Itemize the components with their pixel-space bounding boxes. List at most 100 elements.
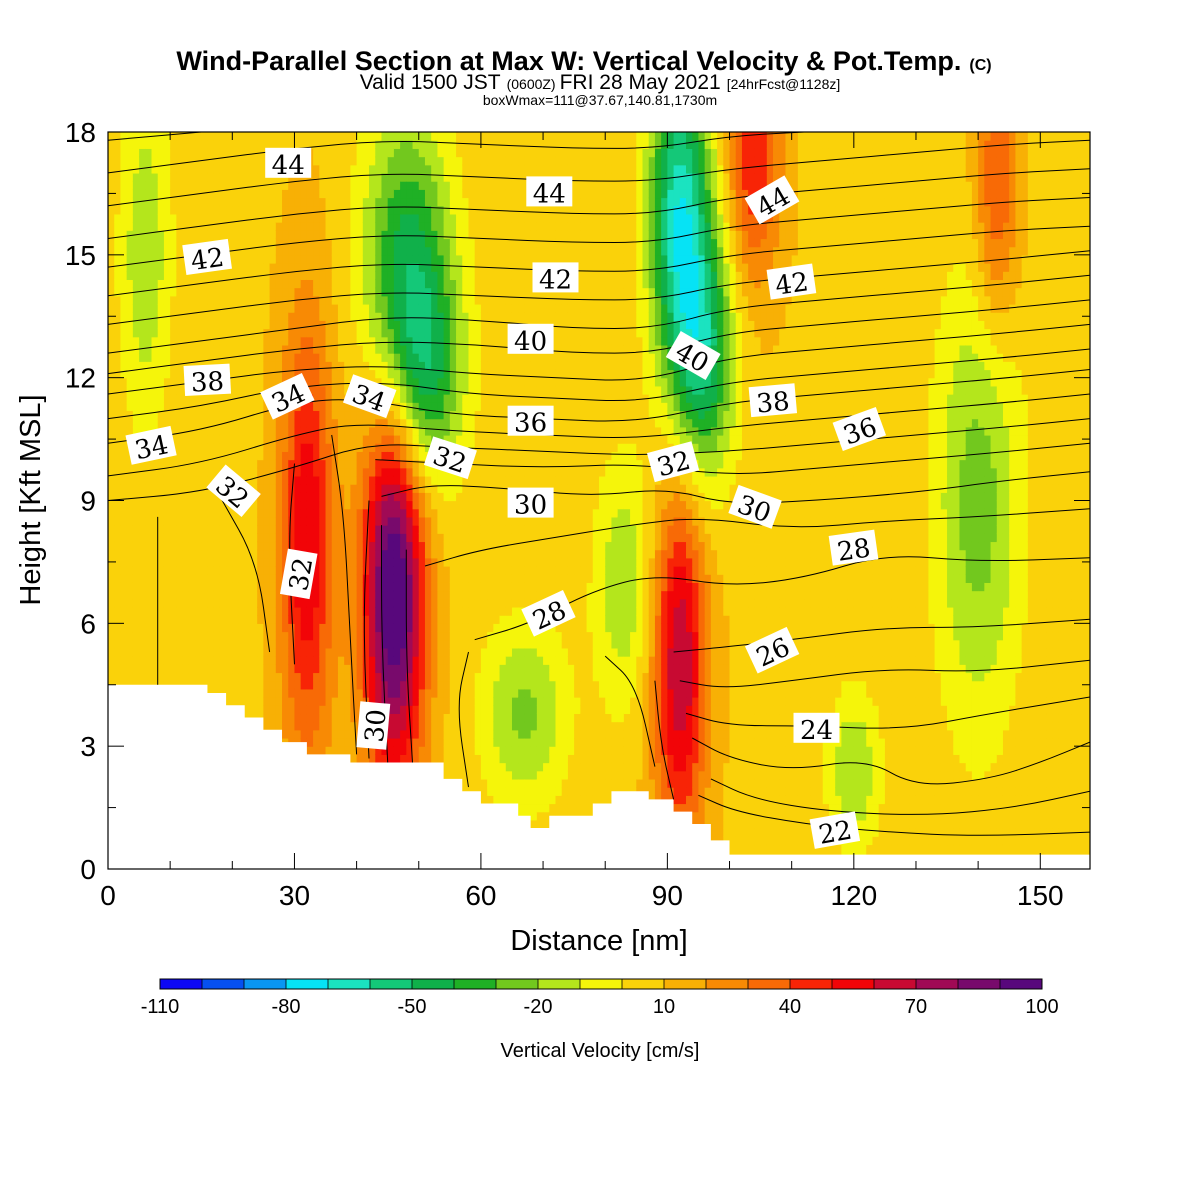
heatmap-cell <box>331 541 339 551</box>
heatmap-cell <box>176 566 184 575</box>
heatmap-cell <box>201 656 209 665</box>
heatmap-cell <box>431 492 439 502</box>
heatmap-cell <box>151 254 159 264</box>
heatmap-cell <box>393 426 401 436</box>
heatmap-cell <box>145 606 153 616</box>
heatmap-cell <box>269 213 277 223</box>
heatmap-cell <box>157 574 165 583</box>
heatmap-cell <box>381 533 389 543</box>
heatmap-cell <box>369 434 376 444</box>
heatmap-cell <box>418 647 426 657</box>
heatmap-cell <box>244 680 252 690</box>
heatmap-cell <box>369 287 376 297</box>
heatmap-cell <box>288 328 296 338</box>
heatmap-cell <box>263 336 271 346</box>
heatmap-cell <box>163 533 171 543</box>
heatmap-cell <box>176 279 184 289</box>
heatmap-cell <box>232 336 240 346</box>
heatmap-cell <box>238 525 246 534</box>
heatmap-cell <box>226 566 233 575</box>
heatmap-cell <box>163 459 171 469</box>
heatmap-cell <box>362 525 370 534</box>
heatmap-cell <box>275 418 283 428</box>
heatmap-cell <box>331 467 339 477</box>
heatmap-cell <box>257 410 264 420</box>
heatmap-cell <box>250 140 258 149</box>
heatmap-cell <box>412 402 420 412</box>
heatmap-cell <box>381 475 389 485</box>
heatmap-cell <box>108 172 115 182</box>
heatmap-cell <box>157 312 165 321</box>
heatmap-cell <box>387 156 395 166</box>
heatmap-cell <box>188 222 196 231</box>
heatmap-cell <box>238 566 246 575</box>
heatmap-cell <box>319 566 327 575</box>
heatmap-cell <box>294 459 302 469</box>
heatmap-cell <box>387 697 395 706</box>
heatmap-cell <box>250 402 258 412</box>
heatmap-cell <box>275 377 283 387</box>
heatmap-cell <box>207 222 215 231</box>
heatmap-cell <box>306 467 314 477</box>
heatmap-cell <box>145 590 153 600</box>
heatmap-cell <box>356 205 364 215</box>
heatmap-cell <box>139 541 146 551</box>
heatmap-cell <box>176 475 184 485</box>
heatmap-cell <box>282 369 289 379</box>
heatmap-cell <box>213 623 221 633</box>
heatmap-cell <box>269 623 277 633</box>
heatmap-cell <box>232 254 240 264</box>
heatmap-cell <box>250 132 258 141</box>
heatmap-cell <box>418 132 426 141</box>
heatmap-cell <box>282 664 289 674</box>
heatmap-cell <box>400 353 407 362</box>
heatmap-cell <box>139 303 146 313</box>
heatmap-cell <box>288 656 296 665</box>
heatmap-cell <box>300 189 308 199</box>
heatmap-cell <box>400 263 407 272</box>
heatmap-cell <box>120 213 128 223</box>
heatmap-cell <box>132 672 140 682</box>
heatmap-cell <box>170 574 177 583</box>
heatmap-cell <box>313 353 320 362</box>
heatmap-cell <box>437 230 445 240</box>
heatmap-cell <box>250 385 258 395</box>
heatmap-cell <box>412 189 420 199</box>
heatmap-cell <box>176 336 184 346</box>
heatmap-cell <box>282 443 289 452</box>
heatmap-cell <box>331 475 339 485</box>
heatmap-cell <box>443 590 451 600</box>
heatmap-cell <box>418 541 426 551</box>
heatmap-cell <box>313 295 320 305</box>
heatmap-cell <box>126 656 134 665</box>
heatmap-cell <box>300 426 308 436</box>
heatmap-cell <box>201 271 209 280</box>
heatmap-cell <box>244 402 252 412</box>
heatmap-cell <box>412 623 420 633</box>
heatmap-cell <box>393 533 401 543</box>
heatmap-cell <box>257 172 264 182</box>
heatmap-cell <box>282 410 289 420</box>
heatmap-cell <box>151 271 159 280</box>
heatmap-cell <box>139 672 146 682</box>
heatmap-cell <box>176 639 184 649</box>
heatmap-cell <box>443 688 451 698</box>
heatmap-cell <box>145 205 153 215</box>
heatmap-cell <box>406 344 414 354</box>
heatmap-cell <box>288 533 296 543</box>
heatmap-cell <box>356 303 364 313</box>
heatmap-cell <box>375 451 383 461</box>
heatmap-cell <box>381 320 389 330</box>
heatmap-cell <box>412 688 420 698</box>
heatmap-cell <box>381 222 389 231</box>
heatmap-cell <box>431 320 439 330</box>
heatmap-cell <box>412 549 420 559</box>
heatmap-cell <box>263 598 271 608</box>
heatmap-cell <box>437 385 445 395</box>
heatmap-cell <box>151 164 159 174</box>
heatmap-cell <box>406 263 414 272</box>
heatmap-cell <box>219 197 227 207</box>
heatmap-cell <box>319 328 327 338</box>
heatmap-cell <box>170 467 177 477</box>
subtitle-forecast: [24hrFcst@1128z] <box>727 76 841 92</box>
